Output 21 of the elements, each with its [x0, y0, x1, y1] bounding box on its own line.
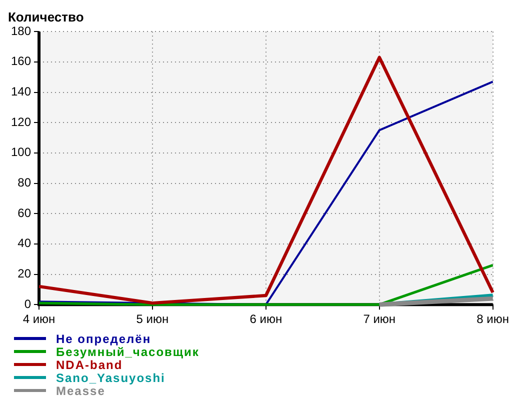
y-tick-label: 0 [24, 296, 32, 311]
legend-label: Measse [56, 384, 106, 398]
legend-label: Sano_Yasuyoshi [56, 370, 166, 384]
x-tick-label: 8 июн [476, 312, 510, 326]
x-tick-label: 4 июн [22, 312, 56, 326]
y-tick-label: 140 [10, 84, 32, 99]
legend-label: Не определён [56, 332, 152, 346]
y-tick-label: 40 [18, 236, 32, 250]
y-tick-label: 60 [18, 206, 32, 220]
y-tick-label: 180 [10, 24, 32, 38]
x-tick-label: 5 июн [136, 312, 169, 326]
x-tick-label: 6 июн [250, 312, 282, 326]
x-tick-label: 7 июн [363, 312, 396, 326]
y-tick-label: 100 [10, 145, 32, 160]
legend-label: Безумный_часовщик [56, 344, 200, 358]
y-tick-label: 80 [18, 176, 32, 190]
y-tick-label: 120 [10, 114, 32, 129]
y-tick-label: 160 [10, 54, 32, 68]
legend-label: NDA-band [56, 358, 123, 372]
y-tick-label: 20 [18, 266, 32, 281]
y-axis-title: Количество [8, 9, 84, 24]
